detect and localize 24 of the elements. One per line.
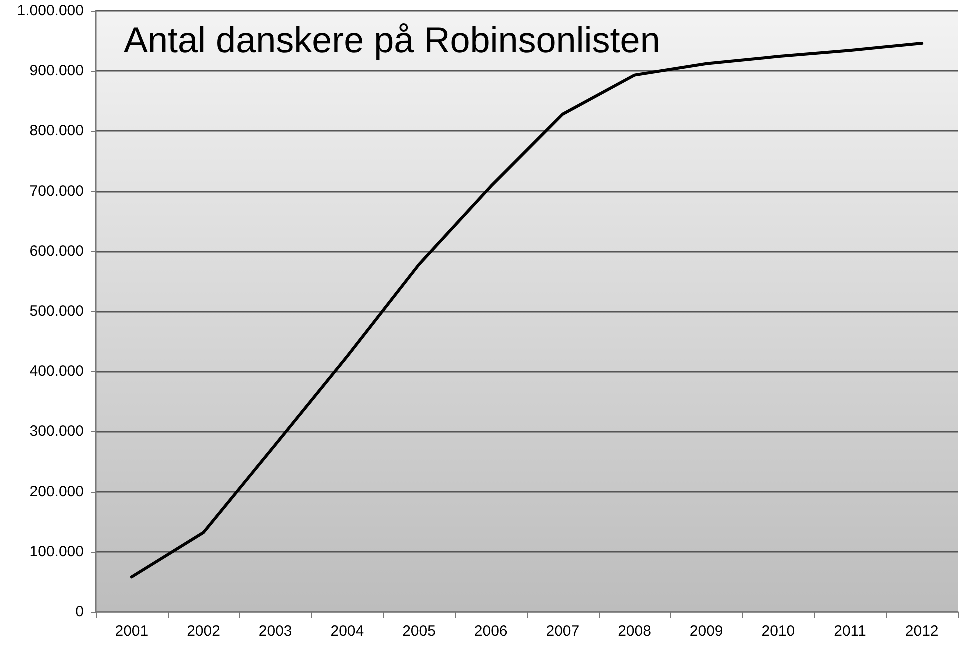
x-tick-label: 2006 [474, 623, 508, 640]
x-tick-label: 2003 [258, 623, 292, 640]
y-tick-label: 600.000 [30, 242, 84, 260]
x-tick-label: 2005 [402, 623, 436, 640]
x-tick-label: 2002 [187, 623, 220, 640]
y-tick-label: 0 [76, 604, 84, 620]
y-tick-label: 800.000 [30, 122, 84, 140]
x-tick-label: 2011 [834, 623, 866, 640]
chart-title: Antal danskere på Robinsonlisten [124, 20, 660, 60]
y-tick-label: 100.000 [30, 543, 84, 560]
x-tick-label: 2004 [330, 623, 364, 640]
x-tick-label: 2010 [762, 623, 796, 640]
y-tick-label: 300.000 [30, 423, 84, 440]
x-tick-label: 2012 [905, 623, 939, 640]
y-tick-label: 400.000 [30, 363, 84, 380]
y-tick-label: 200.000 [30, 483, 84, 500]
y-tick-label: 500.000 [30, 303, 84, 320]
x-tick-label: 2007 [546, 623, 580, 640]
y-tick-label: 700.000 [30, 182, 84, 200]
x-tick-label: 2009 [690, 623, 724, 640]
y-tick-label: 900.000 [30, 62, 84, 80]
x-tick-label: 2008 [618, 623, 652, 640]
y-tick-label: 1.000.000 [17, 2, 84, 20]
x-tick-label: 2001 [115, 623, 149, 640]
